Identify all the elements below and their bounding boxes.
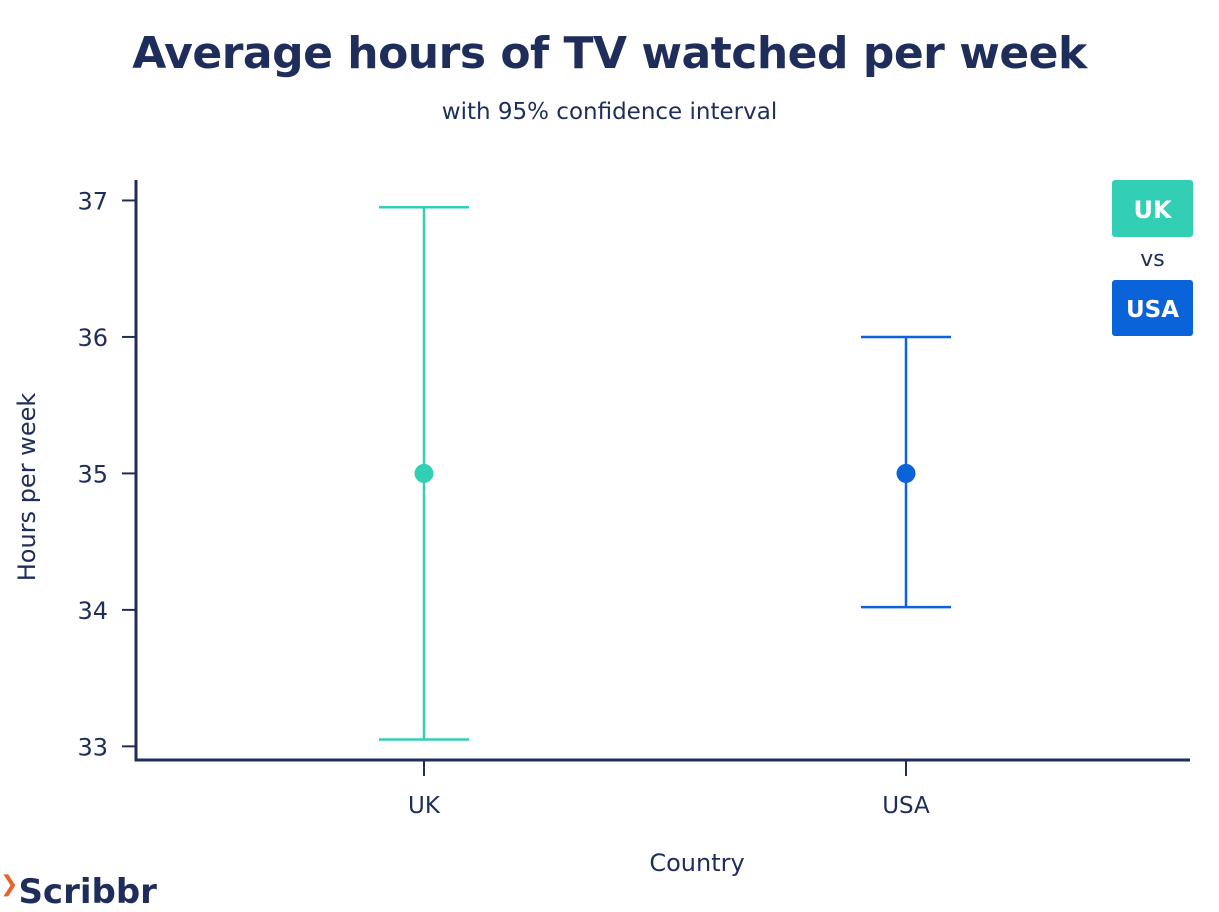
legend-swatch-uk	[1112, 180, 1193, 237]
x-tick-label-usa: USA	[882, 793, 930, 819]
y-tick-label-37: 37	[77, 187, 108, 215]
chart-title: Average hours of TV watched per week	[132, 28, 1087, 79]
y-tick-label-34: 34	[77, 597, 108, 625]
mean-point-uk	[414, 463, 434, 483]
legend-label-uk: UK	[1133, 196, 1172, 224]
x-tick-label-uk: UK	[408, 793, 441, 819]
mean-point-usa	[896, 463, 916, 483]
logo-mark-icon: ❯	[0, 872, 19, 897]
scribbr-logo: ❯Scribbr	[0, 872, 157, 912]
chart-subtitle: with 95% confidence interval	[441, 99, 778, 125]
y-tick-label-33: 33	[77, 733, 108, 761]
legend-label-usa: USA	[1126, 297, 1179, 323]
y-tick-label-35: 35	[77, 460, 108, 488]
y-tick-label-36: 36	[77, 324, 108, 352]
legend-separator: vs	[1140, 247, 1164, 272]
logo-text: Scribbr	[18, 872, 157, 912]
legend-swatch-usa	[1112, 280, 1193, 336]
y-axis-label: Hours per week	[13, 393, 41, 582]
x-axis-label: Country	[649, 849, 744, 877]
